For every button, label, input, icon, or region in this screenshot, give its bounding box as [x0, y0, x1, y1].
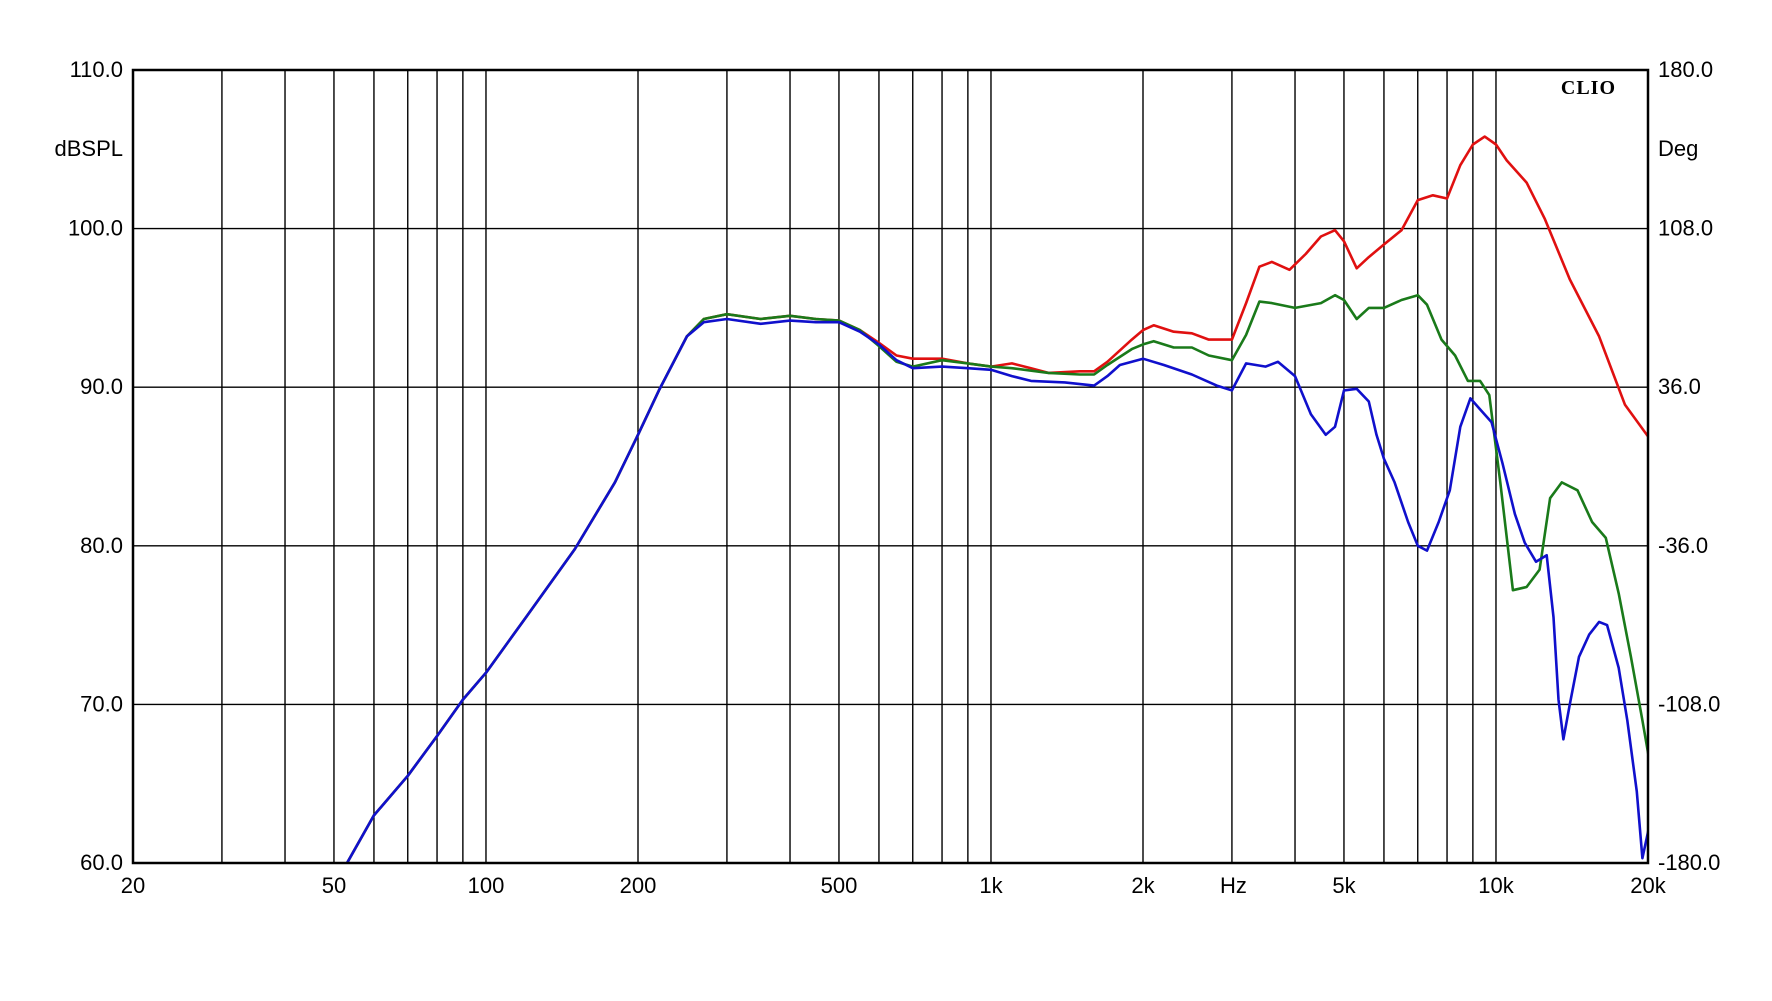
grid — [133, 70, 1648, 863]
y-tick-label: 80.0 — [80, 533, 123, 558]
axis-labels: dBSPL Deg Hz CLIO 20 50 100 200 500 1k 2k 5k 10k… — [55, 57, 1721, 898]
x-tick-label: 100 — [468, 873, 505, 898]
y-right-tick-label: -180.0 — [1658, 850, 1720, 875]
y-tick-label: 100.0 — [68, 216, 123, 241]
x-tick-label: 500 — [821, 873, 858, 898]
y-tick-label: 60.0 — [80, 850, 123, 875]
x-tick-label: 50 — [322, 873, 346, 898]
series-group — [345, 135, 1648, 863]
x-tick-label: 20k — [1630, 873, 1666, 898]
x-axis-unit-label: Hz — [1220, 873, 1247, 898]
y-tick-label: 90.0 — [80, 374, 123, 399]
y-tick-label: 70.0 — [80, 691, 123, 716]
y-right-tick-label: -36.0 — [1658, 533, 1708, 558]
plot-frame — [131, 68, 1650, 865]
y-right-tick-label: -108.0 — [1658, 691, 1720, 716]
x-tick-label: 2k — [1131, 873, 1155, 898]
y-tick-label: 110.0 — [70, 57, 123, 82]
series-line-1 — [345, 135, 1648, 863]
x-tick-label: 1k — [979, 873, 1003, 898]
y-right-tick-label: 180.0 — [1658, 57, 1713, 82]
series-line-2 — [345, 293, 1648, 863]
x-tick-label: 20 — [121, 873, 145, 898]
y-axis-unit-label: dBSPL — [55, 136, 124, 161]
series-line-3 — [345, 317, 1648, 863]
y-right-tick-label: 108.0 — [1658, 216, 1713, 241]
x-tick-label: 10k — [1478, 873, 1514, 898]
x-tick-label: 5k — [1332, 873, 1356, 898]
y-right-tick-label: 36.0 — [1658, 374, 1701, 399]
x-tick-label: 200 — [620, 873, 657, 898]
y-axis-right-unit-label: Deg — [1658, 136, 1698, 161]
clio-brand-label: CLIO — [1561, 77, 1616, 99]
